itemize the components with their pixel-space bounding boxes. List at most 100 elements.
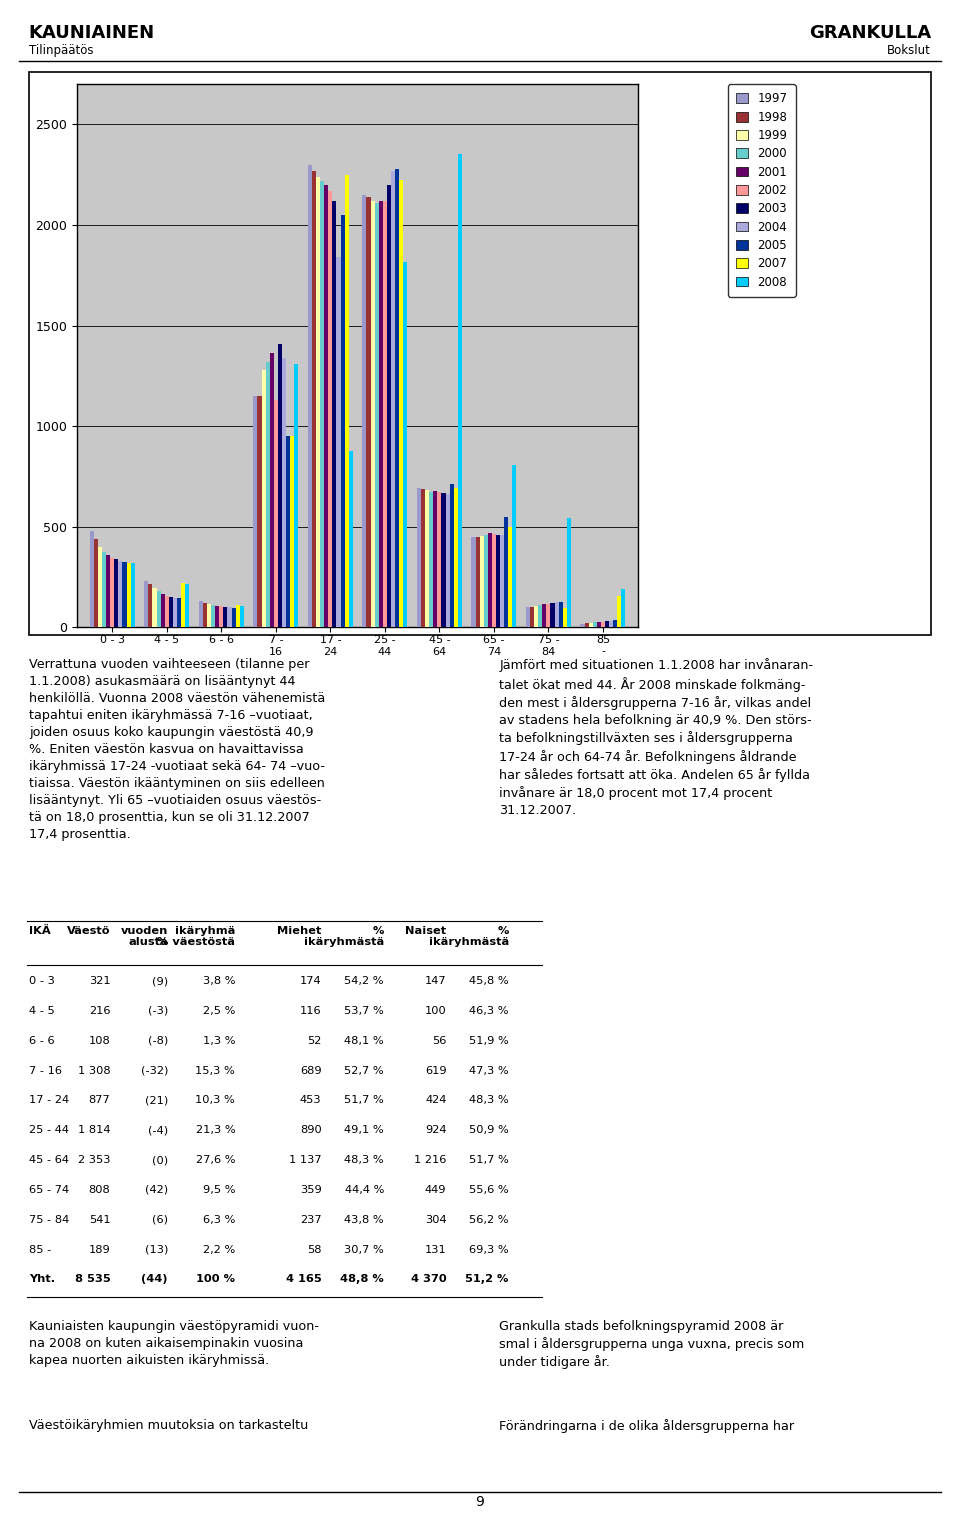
Bar	[403, 262, 407, 627]
Text: 2,2 %: 2,2 %	[203, 1245, 235, 1255]
Text: 27,6 %: 27,6 %	[196, 1155, 235, 1166]
Bar	[605, 621, 609, 627]
Bar	[181, 583, 185, 627]
Bar	[274, 399, 277, 627]
Bar	[235, 604, 240, 627]
Bar	[94, 539, 98, 627]
Text: Kauniaisten kaupungin väestöpyramidi vuon-
na 2008 on kuten aikaisempinakin vuos: Kauniaisten kaupungin väestöpyramidi vuo…	[29, 1319, 319, 1366]
Bar	[500, 536, 504, 627]
Text: (42): (42)	[145, 1184, 168, 1195]
Text: 75 - 84: 75 - 84	[29, 1215, 69, 1226]
Bar	[89, 531, 94, 627]
Bar	[341, 214, 345, 627]
Text: 808: 808	[88, 1184, 110, 1195]
Bar	[617, 595, 621, 627]
Text: 6,3 %: 6,3 %	[203, 1215, 235, 1226]
Bar	[454, 488, 458, 627]
Text: 17 - 24: 17 - 24	[29, 1095, 69, 1106]
Text: 30,7 %: 30,7 %	[345, 1245, 384, 1255]
Bar	[149, 584, 153, 627]
Text: 2,5 %: 2,5 %	[203, 1007, 235, 1016]
Text: 321: 321	[88, 976, 110, 987]
Bar	[261, 370, 266, 627]
Text: 9: 9	[475, 1495, 485, 1509]
Text: 449: 449	[425, 1184, 446, 1195]
Text: 1,3 %: 1,3 %	[203, 1036, 235, 1047]
Text: 56,2 %: 56,2 %	[469, 1215, 509, 1226]
Text: 69,3 %: 69,3 %	[469, 1245, 509, 1255]
Text: 1 814: 1 814	[78, 1126, 110, 1135]
Text: ikäryhmä
% väestöstä: ikäryhmä % väestöstä	[157, 926, 235, 947]
Bar	[387, 185, 391, 627]
Text: (0): (0)	[152, 1155, 168, 1166]
Bar	[224, 606, 228, 627]
Bar	[203, 603, 207, 627]
Text: 48,1 %: 48,1 %	[345, 1036, 384, 1047]
Text: 51,7 %: 51,7 %	[469, 1155, 509, 1166]
Bar	[282, 358, 286, 627]
Text: %
ikäryhmästä: % ikäryhmästä	[303, 926, 384, 947]
Bar	[312, 171, 316, 627]
Bar	[421, 490, 425, 627]
Text: Väestöikäryhmien muutoksia on tarkasteltu: Väestöikäryhmien muutoksia on tarkastelt…	[29, 1420, 308, 1432]
Bar	[458, 155, 462, 627]
Bar	[496, 536, 500, 627]
Bar	[534, 606, 539, 627]
Text: 100: 100	[424, 1007, 446, 1016]
Text: (9): (9)	[152, 976, 168, 987]
Bar	[508, 528, 513, 627]
Text: 453: 453	[300, 1095, 322, 1106]
Text: 4 165: 4 165	[286, 1274, 322, 1285]
Text: 43,8 %: 43,8 %	[345, 1215, 384, 1226]
Text: 2 353: 2 353	[78, 1155, 110, 1166]
Bar	[442, 493, 445, 627]
Bar	[438, 493, 442, 627]
Bar	[231, 607, 235, 627]
Text: 47,3 %: 47,3 %	[469, 1066, 509, 1076]
Text: 619: 619	[424, 1066, 446, 1076]
Text: 51,9 %: 51,9 %	[469, 1036, 509, 1047]
Bar	[156, 591, 160, 627]
Text: 54,2 %: 54,2 %	[345, 976, 384, 987]
Bar	[332, 200, 336, 627]
Bar	[290, 436, 294, 627]
Text: KAUNIAINEN: KAUNIAINEN	[29, 24, 155, 43]
Bar	[530, 606, 534, 627]
Text: 55,6 %: 55,6 %	[469, 1184, 509, 1195]
Bar	[471, 537, 475, 627]
Text: 216: 216	[89, 1007, 110, 1016]
Text: 85 -: 85 -	[29, 1245, 51, 1255]
Text: 58: 58	[307, 1245, 322, 1255]
Text: 25 - 44: 25 - 44	[29, 1126, 69, 1135]
Text: 52: 52	[307, 1036, 322, 1047]
Bar	[308, 165, 312, 627]
Bar	[566, 519, 571, 627]
Bar	[588, 623, 592, 627]
Text: (-4): (-4)	[148, 1126, 168, 1135]
Bar	[550, 603, 555, 627]
Text: %
ikäryhmästä: % ikäryhmästä	[428, 926, 509, 947]
Bar	[504, 517, 508, 627]
Text: 50,9 %: 50,9 %	[469, 1126, 509, 1135]
Text: 174: 174	[300, 976, 322, 987]
Text: (-8): (-8)	[148, 1036, 168, 1047]
Text: 131: 131	[424, 1245, 446, 1255]
Text: 56: 56	[432, 1036, 446, 1047]
Bar	[374, 203, 379, 627]
Legend: 1997, 1998, 1999, 2000, 2001, 2002, 2003, 2004, 2005, 2007, 2008: 1997, 1998, 1999, 2000, 2001, 2002, 2003…	[728, 84, 796, 297]
Bar	[286, 436, 290, 627]
Bar	[488, 532, 492, 627]
Text: 48,3 %: 48,3 %	[345, 1155, 384, 1166]
Bar	[601, 621, 605, 627]
Bar	[320, 181, 324, 627]
Bar	[253, 396, 257, 627]
Text: 424: 424	[425, 1095, 446, 1106]
Bar	[609, 621, 613, 627]
Text: 45,8 %: 45,8 %	[469, 976, 509, 987]
Bar	[445, 494, 449, 627]
Text: 189: 189	[88, 1245, 110, 1255]
Text: vuoden
alusta: vuoden alusta	[121, 926, 168, 947]
Bar	[613, 621, 617, 627]
Text: 51,7 %: 51,7 %	[345, 1095, 384, 1106]
Bar	[526, 607, 530, 627]
